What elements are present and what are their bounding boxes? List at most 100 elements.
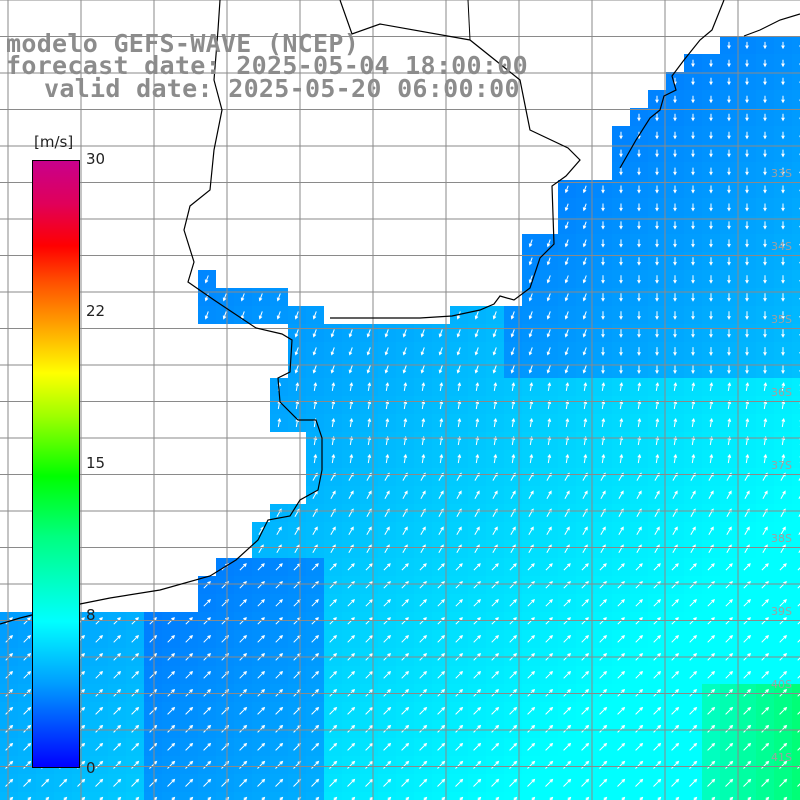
wind-arrow [167, 634, 176, 643]
wind-arrow [797, 711, 800, 715]
wind-arrow [311, 724, 320, 733]
wind-arrow [493, 453, 498, 464]
wind-arrow [95, 742, 104, 751]
wind-arrow [726, 490, 732, 499]
wind-arrow [455, 724, 464, 733]
wind-cell [756, 792, 774, 800]
wind-arrow [653, 760, 662, 769]
wind-arrow [761, 599, 769, 607]
wind-arrow [727, 365, 731, 374]
wind-arrow [509, 742, 518, 751]
wind-arrow [727, 418, 732, 428]
wind-arrow [312, 490, 318, 499]
wind-arrow [189, 796, 194, 800]
wind-arrow [455, 599, 463, 607]
wind-arrow [599, 599, 607, 607]
wind-arrow [528, 347, 533, 356]
wind-arrow [619, 347, 623, 356]
wind-arrow [473, 778, 482, 787]
wind-arrow [171, 796, 176, 800]
wind-arrow [294, 329, 299, 338]
wind-cell [792, 126, 800, 144]
wind-arrow [421, 418, 426, 428]
wind-arrow [347, 634, 356, 643]
wind-arrow [510, 526, 516, 535]
wind-arrow [673, 293, 677, 302]
wind-arrow [654, 526, 660, 535]
wind-arrow [727, 59, 731, 68]
wind-arrow [797, 765, 800, 769]
wind-arrow [745, 293, 749, 302]
wind-arrow [5, 742, 14, 751]
wind-arrow [619, 203, 623, 212]
wind-arrow [781, 275, 785, 284]
wind-arrow [473, 634, 482, 643]
border-line [467, 0, 471, 41]
wind-arrow [779, 778, 788, 787]
wind-arrow [709, 293, 713, 302]
wind-cell [792, 522, 800, 540]
wind-arrow [239, 634, 248, 643]
wind-arrow [763, 311, 767, 320]
wind-arrow [348, 329, 353, 338]
wind-arrow [311, 760, 320, 769]
wind-arrow [257, 724, 266, 733]
wind-arrow [691, 221, 695, 230]
wind-arrow [599, 778, 608, 787]
wind-arrow [546, 257, 551, 266]
wind-arrow [779, 670, 788, 679]
wind-arrow [329, 563, 337, 571]
wind-arrow [294, 311, 299, 320]
wind-cell [792, 630, 800, 648]
wind-arrow [727, 257, 731, 266]
wind-arrow [763, 41, 767, 50]
wind-arrow [727, 382, 732, 391]
wind-arrow [709, 203, 713, 212]
wind-arrow [709, 185, 713, 194]
wind-arrow [513, 796, 518, 800]
wind-arrow [113, 706, 122, 715]
wind-arrow [709, 149, 713, 158]
wind-arrow [761, 706, 770, 715]
wind-arrow [438, 490, 444, 499]
wind-arrow [691, 365, 695, 374]
wind-arrow [671, 742, 680, 751]
valid-date: valid date: 2025-05-20 06:00:00 [44, 74, 520, 103]
wind-arrow [637, 365, 641, 374]
wind-arrow [203, 742, 212, 751]
wind-arrow [331, 418, 336, 428]
wind-arrow [474, 526, 480, 535]
wind-arrow [565, 382, 570, 391]
latitude-label: 35S [771, 313, 792, 326]
wind-arrow [727, 221, 731, 230]
wind-arrow [527, 706, 536, 715]
wind-arrow [437, 760, 446, 769]
wind-arrow [383, 670, 392, 679]
wind-arrow [546, 311, 551, 320]
wind-cell [702, 792, 720, 800]
wind-arrow [456, 329, 461, 338]
wind-arrow [727, 185, 731, 194]
wind-arrow [131, 724, 140, 733]
wind-arrow [797, 675, 800, 679]
wind-arrow [745, 347, 749, 356]
wind-arrow [619, 275, 623, 284]
wind-arrow [581, 742, 590, 751]
wind-arrow [781, 365, 785, 374]
wind-arrow [745, 418, 750, 428]
wind-arrow [510, 365, 515, 374]
wind-cell [36, 792, 54, 800]
wind-cell [378, 792, 396, 800]
wind-arrow [655, 347, 659, 356]
wind-arrow [401, 778, 410, 787]
wind-arrow [402, 526, 408, 535]
wind-arrow [797, 603, 800, 607]
wind-arrow [727, 95, 731, 104]
wind-arrow [528, 293, 533, 302]
wind-arrow [691, 113, 695, 122]
wind-arrow [546, 490, 552, 499]
wind-cell [792, 756, 800, 774]
wind-arrow [349, 453, 354, 464]
wind-arrow [257, 742, 266, 751]
wind-arrow [491, 742, 500, 751]
